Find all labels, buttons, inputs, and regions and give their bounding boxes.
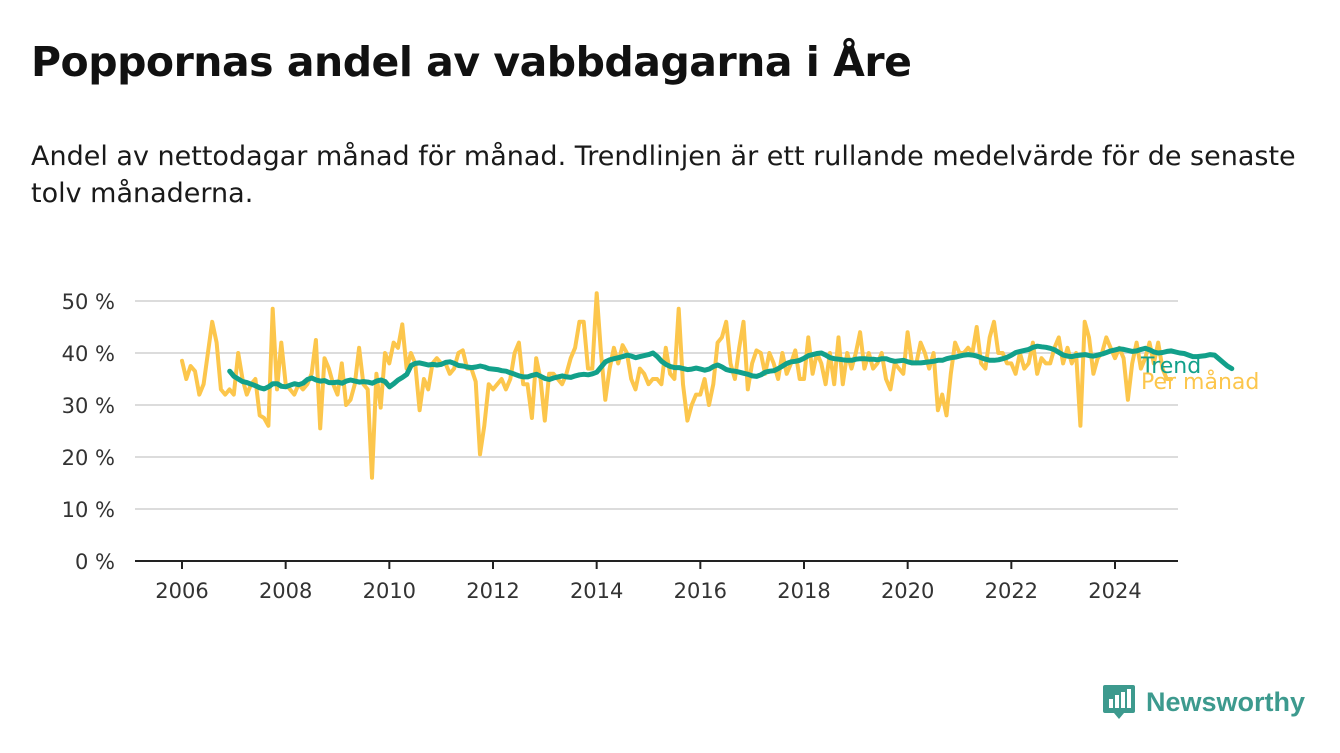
x-tick-label: 2022 — [985, 579, 1038, 603]
x-tick-label: 2024 — [1088, 579, 1141, 603]
series-line-per-manad — [180, 291, 1174, 480]
x-tick-label: 2008 — [259, 579, 312, 603]
y-tick-label: 0 % — [75, 550, 115, 574]
legend-label-per-manad: Per månad — [1141, 369, 1259, 395]
x-tick-label: 2020 — [881, 579, 934, 603]
x-tick-label: 2018 — [777, 579, 830, 603]
y-tick-label: 20 % — [62, 446, 115, 470]
legend-label-trend: Trend — [1140, 354, 1201, 379]
brand-name: Newsworthy — [1146, 686, 1306, 717]
x-tick-label: 2016 — [674, 579, 727, 603]
y-tick-label: 10 % — [62, 498, 115, 522]
grid-lines — [135, 300, 1178, 510]
page-subtitle: Andel av nettodagar månad för månad. Tre… — [31, 141, 1296, 209]
newsworthy-logo-icon — [1103, 685, 1135, 719]
y-axis-tick-labels: 0 % 10 % 20 % 30 % 40 % 50 % — [62, 290, 115, 574]
x-tick-label: 2006 — [155, 579, 208, 603]
series-line-trend — [227, 343, 1235, 392]
x-axis: 2006 2008 2010 2012 2014 2016 2018 2020 2022 2024 — [135, 560, 1178, 603]
y-tick-label: 30 % — [62, 394, 115, 418]
x-tick-label: 2012 — [466, 579, 519, 603]
x-tick-label: 2010 — [363, 579, 416, 603]
y-tick-label: 40 % — [62, 342, 115, 366]
brand-logo: Newsworthy — [1102, 682, 1305, 722]
y-tick-label: 50 % — [62, 290, 115, 314]
page-title: Poppornas andel av vabbdagarna i Åre — [31, 38, 912, 86]
x-tick-label: 2014 — [570, 579, 623, 603]
